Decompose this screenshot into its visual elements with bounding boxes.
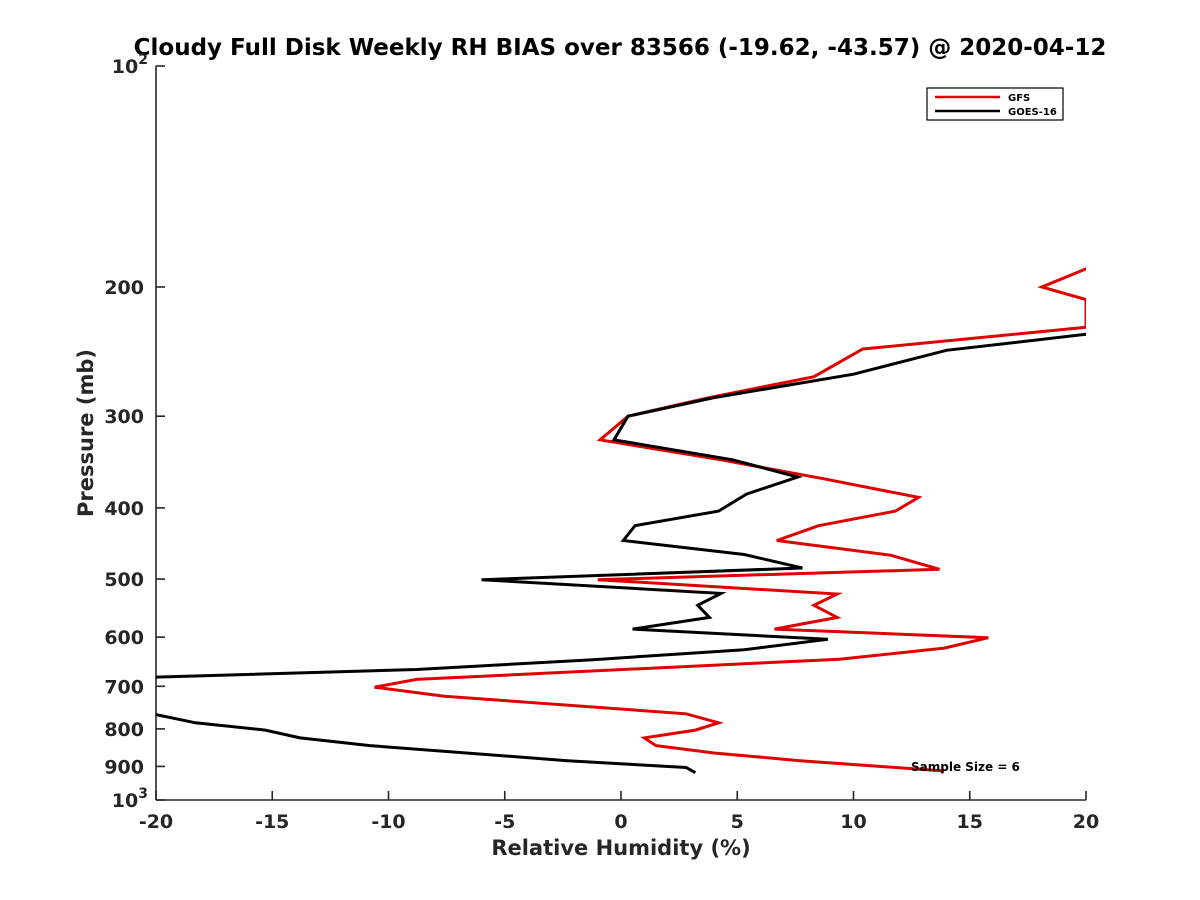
x-ticks: -20 -15 -10 -5 0 5 10 15 20 bbox=[139, 791, 1099, 833]
y-tick-label: 200 bbox=[104, 277, 144, 299]
y-tick-label: 300 bbox=[104, 406, 144, 428]
x-tick-label: -5 bbox=[494, 811, 515, 833]
x-tick-label: -15 bbox=[255, 811, 289, 833]
sample-size-annotation: Sample Size = 6 bbox=[911, 760, 1020, 774]
chart-title: Cloudy Full Disk Weekly RH BIAS over 835… bbox=[134, 35, 1107, 61]
legend-label-goes16: GOES-16 bbox=[1008, 107, 1057, 118]
x-tick-label: 10 bbox=[840, 811, 866, 833]
y-tick-label: 900 bbox=[104, 756, 144, 778]
y-tick-label: 700 bbox=[104, 676, 144, 698]
x-tick-label: 15 bbox=[957, 811, 983, 833]
x-axis-label: Relative Humidity (%) bbox=[491, 836, 750, 860]
legend-box bbox=[926, 87, 1064, 121]
y-tick-label: 600 bbox=[104, 627, 144, 649]
series-line-goes16 bbox=[156, 332, 1086, 775]
x-tick-label: -10 bbox=[371, 811, 405, 833]
y-tick-label: 500 bbox=[104, 569, 144, 591]
y-tick-label: 400 bbox=[104, 498, 144, 520]
series-line-gfs bbox=[374, 267, 1086, 773]
x-tick-label: -20 bbox=[139, 811, 173, 833]
legend: GFS GOES-16 bbox=[926, 87, 1064, 121]
x-tick-label: 0 bbox=[614, 811, 627, 833]
y-axis-label: Pressure (mb) bbox=[74, 349, 98, 517]
series-group bbox=[156, 267, 1086, 775]
legend-label-gfs: GFS bbox=[1008, 93, 1030, 104]
x-tick-label: 20 bbox=[1073, 811, 1099, 833]
y-tick-label: 800 bbox=[104, 719, 144, 741]
x-tick-label: 5 bbox=[731, 811, 744, 833]
